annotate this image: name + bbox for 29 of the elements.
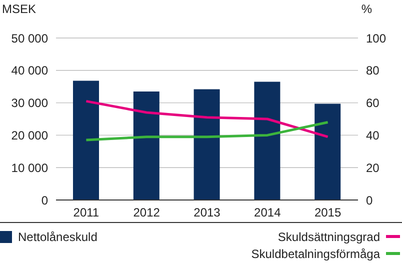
bar	[254, 82, 280, 200]
x-tick-label: 2012	[133, 206, 160, 220]
y-tick-label: 0	[41, 193, 48, 208]
y-tick-label: 50 000	[11, 31, 48, 46]
y-tick-label: 10 000	[11, 160, 48, 175]
line-series	[84, 100, 330, 138]
y2-tick-label: 40	[366, 128, 380, 142]
y2-tick-label: 100	[366, 31, 386, 46]
line-series	[84, 120, 330, 142]
y2-axis-title: %	[361, 2, 372, 16]
legend-label: Skuldsättningsgrad	[278, 230, 380, 244]
x-tick-label: 2014	[254, 206, 282, 220]
y-axis-title: MSEK	[2, 2, 36, 16]
bar	[133, 91, 160, 200]
y2-tick-label: 80	[366, 64, 380, 78]
x-tick-label: 2013	[194, 206, 221, 220]
y2-tick-label: 20	[366, 160, 380, 175]
x-tick-label: 2011	[73, 206, 100, 220]
bar	[73, 80, 99, 200]
bar	[314, 104, 341, 200]
y2-tick-label: 0	[366, 193, 373, 208]
y-tick-label: 30 000	[11, 96, 48, 110]
legend-label: Skuldbetalningsförmåga	[251, 246, 380, 260]
text: Nettolåneskuld	[18, 230, 98, 244]
y2-tick-label: 60	[366, 96, 380, 110]
x-tick-label: 2015	[314, 206, 342, 220]
y-tick-label: 40 000	[11, 64, 48, 78]
y-tick-label: 20 000	[11, 128, 48, 142]
bar	[194, 89, 220, 200]
